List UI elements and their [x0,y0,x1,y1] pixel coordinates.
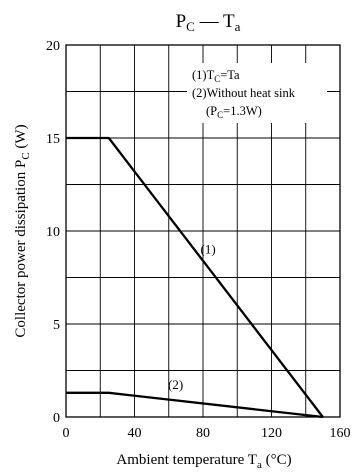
legend-line-2: (2)Without heat sink [192,86,296,100]
y-axis-label: Collector power dissipation PC (W) [13,124,32,337]
series-label-2: (2) [168,377,183,392]
series-line-1 [66,136,324,418]
y-tick-label: 5 [53,318,60,333]
tick-labels: 0 40 80 120 160 0 5 10 15 20 [46,39,351,441]
y-tick-label: 0 [53,411,60,426]
series-lines: (1) (2) [66,136,324,419]
series-label-1: (1) [201,241,216,256]
y-tick-label: 15 [46,132,60,147]
series-line-2 [66,391,324,419]
x-tick-label: 80 [196,426,210,441]
plot-frame [65,44,341,418]
legend-background [187,63,327,123]
x-tick-label: 160 [330,426,351,441]
legend-line-3: (PC=1.3W) [206,104,262,120]
legend: (1)TC=Ta (2)Without heat sink (PC=1.3W) [187,63,327,123]
y-tick-label: 20 [46,39,60,54]
x-tick-label: 120 [261,426,282,441]
x-tick-label: 0 [63,426,70,441]
legend-line-1: (1)TC=Ta [192,68,240,84]
x-axis-label: Ambient temperature Ta (°C) [116,452,291,471]
x-tick-label: 40 [128,426,142,441]
y-tick-label: 10 [46,225,60,240]
chart-title: PC — Ta [176,11,241,34]
